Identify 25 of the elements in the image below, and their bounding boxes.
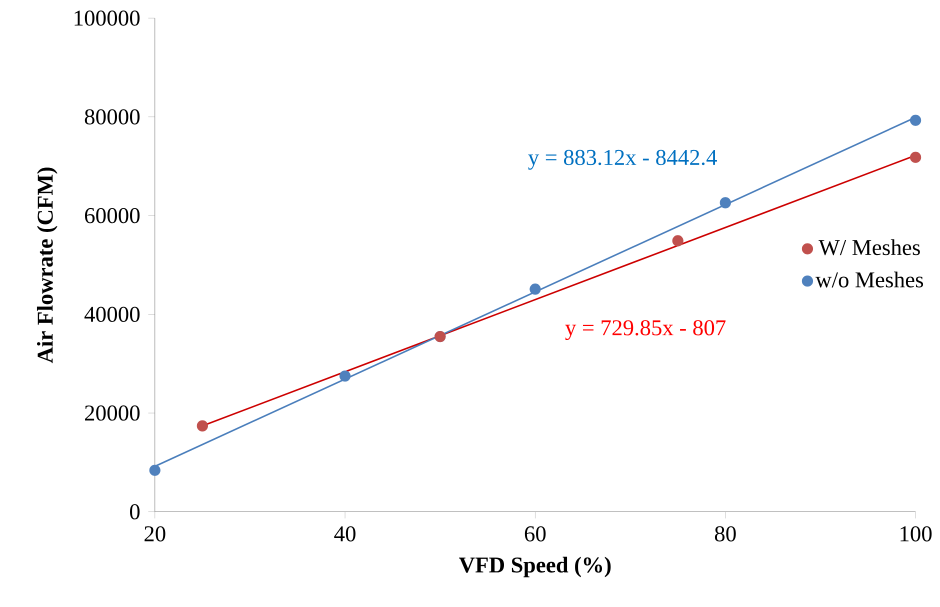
annotation: y = 883.12x - 8442.4 (528, 150, 717, 170)
x-tick-label: 40 (334, 526, 356, 542)
point (720, 197, 731, 209)
legend-label: w/o Meshes (815, 272, 924, 288)
point (339, 370, 351, 382)
x-tick-label: 20 (144, 526, 166, 542)
x-tick-label: 80 (714, 526, 736, 542)
y-axis-title: Air Flowrate (CFM) (36, 168, 58, 364)
point (530, 284, 541, 295)
y-tick-label: 80000 (84, 109, 140, 125)
x-tick-label: 100 (900, 526, 932, 542)
y-tick-label: 20000 (85, 406, 140, 421)
annotation: y = 729.85x - 807 (565, 320, 726, 340)
y-tick-label: 100000 (74, 10, 140, 26)
x-tick-label: 60 (524, 526, 546, 542)
y-tick-label: 0 (130, 504, 140, 520)
point (672, 235, 684, 247)
point (910, 114, 922, 126)
legend-label: W/ Meshes (818, 239, 920, 256)
point (149, 464, 160, 476)
point (910, 152, 922, 164)
y-tick-label: 60000 (85, 208, 140, 224)
point (196, 420, 208, 432)
x-axis-title: VFD Speed (%) (458, 556, 611, 578)
y-tick-label: 40000 (84, 306, 140, 322)
